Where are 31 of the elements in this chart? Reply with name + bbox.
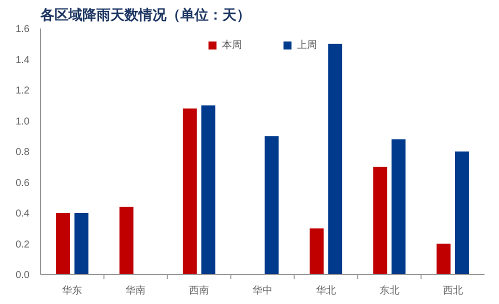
bar <box>392 139 406 274</box>
legend-label: 本周 <box>222 38 242 52</box>
bar <box>182 108 197 274</box>
bar <box>436 244 451 274</box>
y-tick-label: 1.0 <box>16 116 30 128</box>
bar <box>373 166 388 274</box>
y-tick-label: 0.6 <box>16 178 30 189</box>
y-tick-label: 1.2 <box>16 86 30 96</box>
y-tick-label: 0.2 <box>16 239 30 250</box>
y-tick-label: 1.4 <box>16 54 30 66</box>
x-tick-label: 西南 <box>189 284 210 296</box>
x-tick-label: 东北 <box>379 284 400 296</box>
chart-title: 各区域降雨天数情况（单位：天） <box>40 8 250 24</box>
bar <box>264 136 279 274</box>
y-tick-label: 1.6 <box>16 24 30 35</box>
x-tick-label: 西北 <box>442 284 463 296</box>
x-tick-label: 华中 <box>252 284 272 296</box>
bar <box>455 152 469 274</box>
bar <box>56 213 70 274</box>
bar <box>119 206 134 274</box>
x-tick-label: 华东 <box>62 284 82 296</box>
bar <box>328 44 342 274</box>
y-tick-label: 0.4 <box>16 208 30 220</box>
bar <box>74 213 88 274</box>
x-tick-label: 华南 <box>126 284 146 296</box>
x-tick-label: 华北 <box>316 284 336 296</box>
y-tick-label: 0.8 <box>16 147 30 158</box>
bar <box>201 105 216 274</box>
legend-label: 上周 <box>297 38 317 52</box>
y-tick-label: 0.0 <box>16 270 30 281</box>
bar <box>310 228 324 274</box>
